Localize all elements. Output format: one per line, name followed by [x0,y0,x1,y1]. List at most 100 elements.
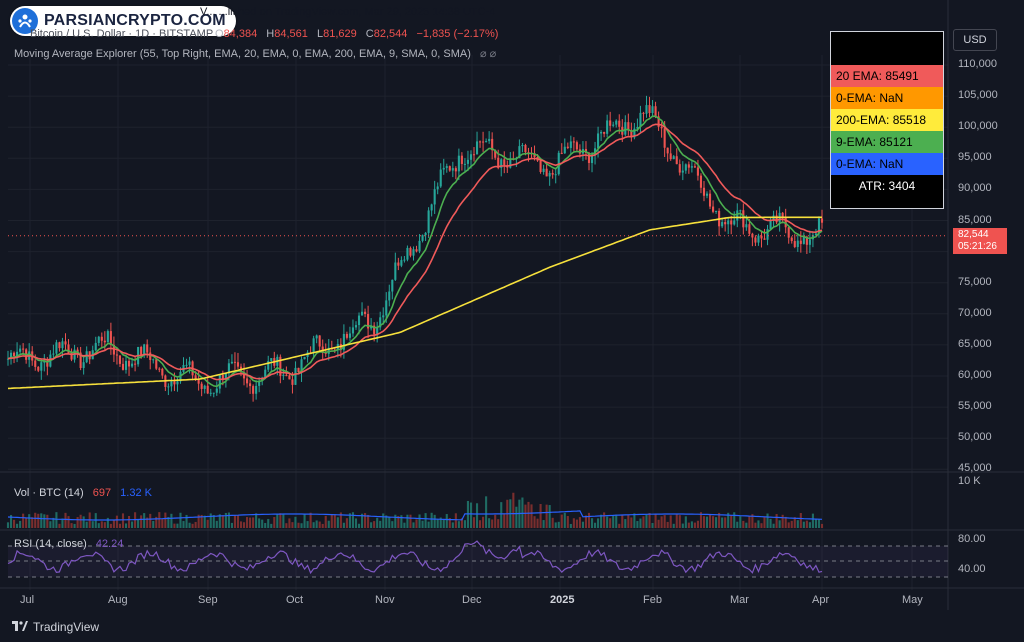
volume-bar [364,513,367,528]
volume-bar [34,512,37,528]
volume-bar [255,513,258,528]
volume-bar [469,502,473,528]
volume-bar [12,519,16,528]
candle-body [236,362,240,367]
volume-bar [73,523,76,528]
footer-brand[interactable]: TradingView [12,620,99,634]
volume-bar [757,520,760,528]
volume-bar [191,523,194,528]
volume-bar [808,522,811,528]
candle-body [67,344,70,354]
candle-body [255,385,258,394]
candle-body [554,174,557,176]
volume-bar [497,519,500,528]
candle-body [134,363,137,365]
volume-title: Vol · BTC (14) [14,487,84,499]
candle-body [124,360,128,370]
candle-body [590,154,594,163]
volume-bar [176,523,179,528]
volume-bar [64,512,67,528]
rsi-pane-title[interactable]: RSI (14, close) 42.24 [14,538,123,550]
volume-bar [415,519,418,528]
volume-bar [572,518,575,528]
volume-bar [224,512,227,528]
volume-bar [494,514,497,528]
candle-body [127,360,131,367]
candle-body [660,126,663,129]
ma-legend-row: 9-EMA: 85121 [831,131,943,153]
candle-body [466,159,470,164]
candle-body [55,342,58,354]
candle-body [817,218,821,234]
volume-bar [170,513,173,528]
volume-bar [696,520,699,528]
candle-body [252,386,255,394]
volume-bar [412,522,415,528]
time-axis-label: Sep [198,594,218,606]
volume-bar [421,520,424,528]
watermark-text: PARSIANCRYPTO.COM [44,12,226,29]
volume-bar [121,513,125,528]
candle-body [19,348,22,352]
volume-bar [155,516,158,528]
candle-body [802,236,805,244]
candle-body [730,220,733,225]
candle-body [37,366,40,371]
volume-bar [373,521,376,528]
candle-body [206,385,209,394]
volume-bar [603,512,606,528]
candle-body [648,105,651,114]
currency-selector[interactable]: USD [953,29,997,51]
volume-bar [370,522,373,528]
candle-body [500,159,503,168]
volume-bar [315,520,318,528]
volume-bar [100,521,103,528]
volume-bar [557,521,560,528]
candle-body [40,362,43,371]
volume-bar [70,523,73,528]
volume-bar [454,513,457,528]
candle-body [294,367,297,385]
candle-body [258,380,261,386]
candle-body [385,300,388,316]
volume-bar [663,515,666,528]
price-axis-label: 85,000 [958,213,992,226]
candle-body [678,164,681,173]
candle-body [491,138,494,151]
volume-bar [675,514,678,528]
candle-body [545,168,548,177]
price-axis-label: 45,000 [958,462,992,475]
volume-bar [106,517,109,528]
change-value: −1,835 (−2.17%) [416,28,499,40]
price-axis-label: 50,000 [958,431,992,444]
volume-bar [297,522,300,528]
candle-body [503,159,506,166]
candle-body [76,349,79,353]
candle-body [696,167,699,176]
candle-body [666,147,669,154]
volume-pane-title[interactable]: Vol · BTC (14) 697 1.32 K [14,487,152,499]
volume-bar [218,514,221,528]
candle-body [708,193,712,207]
volume-bar [609,518,612,528]
volume-bar [436,519,439,528]
volume-bar [194,521,197,528]
indicator-line[interactable]: Moving Average Explorer (55, Top Right, … [14,47,496,60]
candle-body [572,141,575,143]
candle-body [742,210,745,228]
volume-bar [400,515,403,528]
volume-bar [379,520,382,528]
visibility-icon[interactable]: ⌀ ⌀ [479,48,497,60]
volume-bar [137,519,140,528]
volume-bar [424,513,427,528]
volume-bar [590,518,594,528]
candle-body [218,375,221,389]
volume-bar [712,516,715,528]
candle-body [548,172,551,177]
symbol-line: Bitcoin / U.S. Dollar · 1D · BITSTAMP [30,28,214,40]
volume-bar [566,516,569,528]
candle-body [754,237,757,243]
candle-body [736,210,739,221]
volume-bar [587,512,591,528]
